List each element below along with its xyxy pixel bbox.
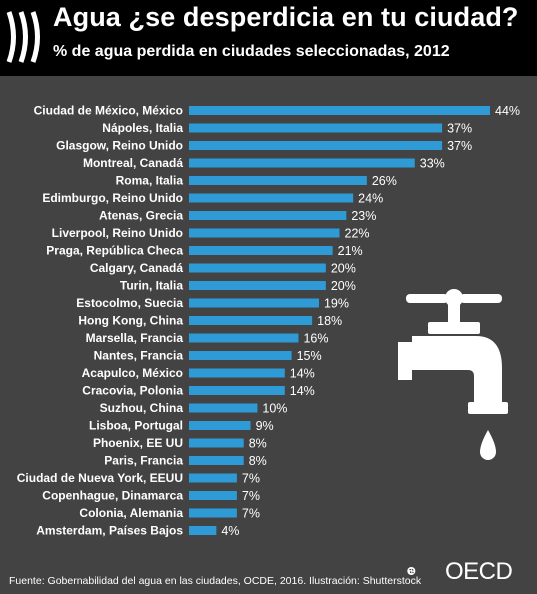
value-label: 37%	[447, 139, 472, 153]
bar	[189, 456, 244, 465]
bar	[189, 141, 443, 150]
category-label: Ciudad de México, México	[34, 104, 183, 118]
bar	[189, 368, 285, 378]
value-label: 19%	[324, 297, 349, 311]
value-label: 16%	[303, 332, 328, 346]
chart-subtitle: % de agua perdida en ciudades selecciona…	[53, 43, 450, 60]
bar	[189, 193, 354, 203]
category-label: Nantes, Francia	[94, 349, 184, 363]
bar	[189, 176, 367, 185]
value-label: 21%	[338, 244, 363, 258]
value-label: 20%	[331, 279, 356, 293]
category-label: Roma, Italia	[116, 174, 184, 188]
value-label: 10%	[262, 402, 287, 416]
source-note: Fuente: Gobernabilidad del agua en las c…	[9, 575, 422, 587]
value-label: 15%	[297, 349, 322, 363]
category-label: Atenas, Grecia	[99, 209, 183, 223]
value-label: 8%	[249, 454, 267, 468]
value-label: 14%	[290, 384, 315, 398]
category-label: Nápoles, Italia	[102, 121, 183, 135]
bar	[189, 421, 251, 430]
category-label: Turin, Italia	[120, 279, 183, 293]
value-label: 44%	[495, 104, 520, 118]
bar	[189, 106, 490, 115]
value-label: 23%	[351, 209, 376, 223]
value-label: 26%	[372, 174, 397, 188]
value-label: 18%	[317, 314, 342, 328]
bar	[189, 158, 415, 168]
oecd-chevrons-icon	[6, 11, 40, 63]
category-label: Phoenix, EE UU	[93, 436, 183, 450]
category-label: Calgary, Canadá	[90, 261, 183, 275]
bar	[189, 473, 237, 483]
category-label: Cracovia, Polonia	[82, 384, 183, 398]
bar	[189, 508, 237, 518]
value-label: 7%	[242, 507, 260, 521]
category-label: Paris, Francia	[104, 454, 183, 468]
bar	[189, 263, 326, 273]
bar	[189, 351, 292, 360]
value-label: 14%	[290, 367, 315, 381]
value-label: 7%	[242, 489, 260, 503]
category-label: Edimburgo, Reino Unido	[42, 191, 183, 205]
category-label: Lisboa, Portugal	[89, 419, 183, 433]
value-label: 7%	[242, 472, 260, 486]
category-label: Hong Kong, China	[78, 314, 183, 328]
value-label: 8%	[249, 437, 267, 451]
bar	[189, 438, 244, 448]
category-label: Marsella, Francia	[86, 331, 184, 345]
category-label: Ciudad de Nueva York, EEUU	[17, 471, 183, 485]
category-label: Praga, República Checa	[46, 244, 183, 258]
bar	[189, 246, 333, 255]
value-label: 20%	[331, 262, 356, 276]
category-label: Copenhague, Dinamarca	[42, 489, 183, 503]
category-label: Glasgow, Reino Unido	[56, 139, 183, 153]
value-label: 24%	[358, 192, 383, 206]
bar	[189, 281, 326, 290]
header-bar: Agua ¿se desperdicia en tu ciudad? % de …	[0, 0, 537, 76]
chart-title: Agua ¿se desperdicia en tu ciudad?	[53, 2, 519, 32]
category-label: Amsterdam, Países Bajos	[36, 524, 183, 538]
bar	[189, 526, 217, 535]
bar-chart: Ciudad de México, México 44% Nápoles, Ital…	[17, 104, 520, 539]
value-label: 4%	[221, 524, 239, 538]
category-label: Estocolmo, Suecia	[76, 296, 183, 310]
water-tap-icon	[398, 289, 508, 460]
category-label: Acapulco, México	[82, 366, 183, 380]
category-label: Montreal, Canadá	[83, 156, 183, 170]
category-label: Colonia, Alemania	[79, 506, 183, 520]
category-label: Suzhou, China	[100, 401, 184, 415]
value-label: 33%	[420, 157, 445, 171]
bar	[189, 386, 285, 395]
bar	[189, 333, 299, 343]
bar	[189, 491, 237, 500]
water-drop-icon	[480, 430, 496, 460]
oecd-logo-text: OECD	[445, 558, 513, 585]
value-label: 22%	[345, 227, 370, 241]
category-label: Liverpool, Reino Unido	[52, 226, 183, 240]
bar	[189, 316, 313, 325]
bar	[189, 228, 340, 238]
bar	[189, 298, 319, 308]
bar	[189, 403, 258, 413]
oecd-globe-icon	[407, 566, 416, 576]
bar	[189, 123, 443, 133]
value-label: 37%	[447, 122, 472, 136]
bar	[189, 211, 347, 220]
value-label: 9%	[256, 419, 274, 433]
